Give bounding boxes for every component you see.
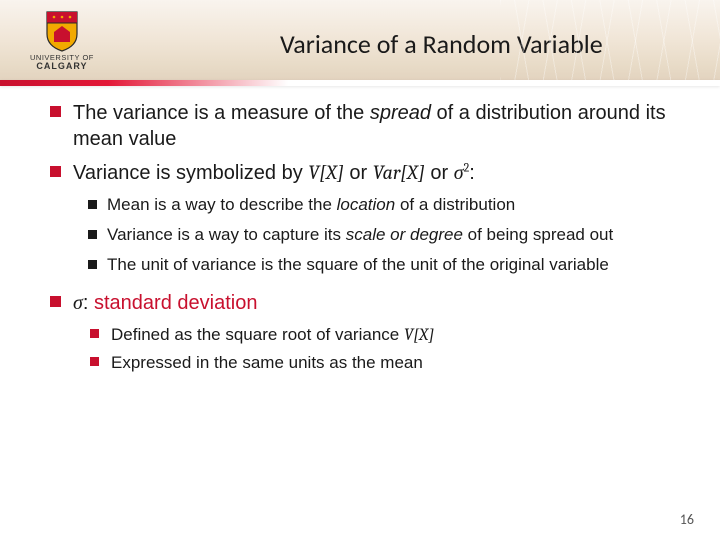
bullet-text: σ: standard deviation [73, 290, 257, 316]
university-logo: UNIVERSITY OF CALGARY [30, 10, 94, 72]
text-fragment: of a distribution [395, 195, 515, 214]
math-vx: V[X] [308, 161, 344, 184]
bullet-text: Defined as the square root of variance V… [111, 324, 434, 348]
slide-title: Variance of a Random Variable [280, 28, 603, 60]
square-bullet-icon [88, 260, 97, 269]
square-bullet-icon [50, 106, 61, 117]
bullet-text: Expressed in the same units as the mean [111, 352, 423, 375]
square-bullet-icon [50, 166, 61, 177]
text-fragment: The variance is a measure of the [73, 102, 370, 124]
logo-text: UNIVERSITY OF CALGARY [30, 54, 94, 72]
emphasis-stddev: standard deviation [94, 292, 257, 314]
text-fragment: Variance is a way to capture its [107, 225, 346, 244]
square-bullet-icon [90, 357, 99, 366]
emphasis-location: location [337, 195, 396, 214]
square-bullet-icon [90, 329, 99, 338]
sub-bullet-sqrt-variance: Defined as the square root of variance V… [90, 324, 680, 348]
text-fragment: of being spread out [463, 225, 613, 244]
shield-icon [44, 10, 80, 52]
emphasis-spread: spread [370, 102, 431, 124]
bullet-text: Variance is symbolized by V[X] or Var[X]… [73, 160, 475, 186]
math-vx: V[X] [404, 326, 434, 345]
bullet-sigma-stddev: σ: standard deviation [50, 290, 680, 316]
square-bullet-icon [88, 230, 97, 239]
math-sigma: σ [73, 291, 83, 314]
sub-bullet-same-units: Expressed in the same units as the mean [90, 352, 680, 375]
square-bullet-icon [88, 200, 97, 209]
sub-bullet-variance-scale: Variance is a way to capture its scale o… [88, 224, 680, 247]
text-fragment: : [469, 162, 475, 184]
bullet-variance-symbol: Variance is symbolized by V[X] or Var[X]… [50, 160, 680, 186]
text-fragment: Defined as the square root of variance [111, 325, 404, 344]
text-fragment: Variance is symbolized by [73, 162, 308, 184]
sub-bullet-unit-variance: The unit of variance is the square of th… [88, 254, 680, 277]
divider-stripe [0, 80, 720, 86]
slide-content: The variance is a measure of the spread … [50, 100, 680, 379]
bullet-text: The unit of variance is the square of th… [107, 254, 609, 277]
bullet-variance-measure: The variance is a measure of the spread … [50, 100, 680, 152]
bullet-text: The variance is a measure of the spread … [73, 100, 680, 152]
text-fragment: : [83, 292, 94, 314]
square-bullet-icon [50, 296, 61, 307]
header-banner: UNIVERSITY OF CALGARY Variance of a Rand… [0, 0, 720, 82]
page-number: 16 [680, 511, 694, 528]
math-varx: Var[X] [373, 161, 425, 184]
sub-bullet-mean-location: Mean is a way to describe the location o… [88, 194, 680, 217]
logo-bottom-text: CALGARY [30, 62, 94, 72]
bullet-text: Variance is a way to capture its scale o… [107, 224, 613, 247]
emphasis-scale: scale or degree [346, 225, 463, 244]
bullet-text: Mean is a way to describe the location o… [107, 194, 515, 217]
text-fragment: Mean is a way to describe the [107, 195, 337, 214]
text-fragment: or [425, 162, 454, 184]
text-fragment: or [344, 162, 373, 184]
math-sigma: σ [454, 161, 464, 184]
